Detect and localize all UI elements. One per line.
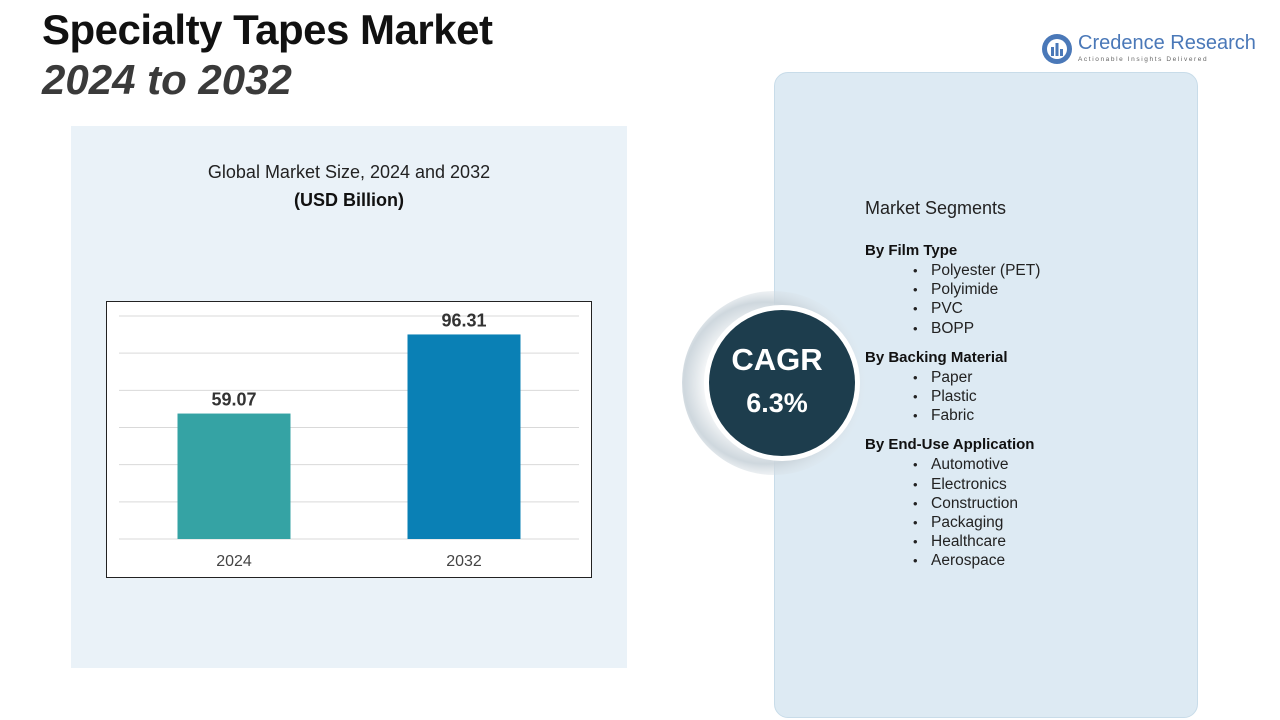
segment-item: Paper [913,368,1185,387]
segment-group: By End-Use ApplicationAutomotiveElectron… [865,435,1185,570]
segments-heading: Market Segments [865,198,1007,218]
segment-group: By Backing Material PaperPlasticFabric [865,348,1185,426]
bar-chart: 59.07 2024 96.31 2032 [119,310,579,570]
x-tick-label: 2032 [446,553,482,570]
logo[interactable]: Credence Research Actionable Insights De… [1040,30,1260,70]
chart-panel: Global Market Size, 2024 and 2032 (USD B… [71,126,627,668]
segment-group-title: By Film Type [865,242,958,259]
segment-item: Healthcare [913,532,1185,551]
chart-frame: 59.07 2024 96.31 2032 [106,301,592,578]
segment-item: BOPP [913,319,1185,338]
logo-tagline: Actionable Insights Delivered [1078,56,1209,63]
data-label: 59.07 [211,390,256,410]
segment-item: Automotive [913,455,1185,474]
segment-group-title: By End-Use Application [865,436,1035,454]
segments-list: By Film TypePolyester (PET)PolyimidePVCB… [865,241,1185,580]
segment-item: Polyester (PET) [913,261,1185,280]
segment-item: Aerospace [913,551,1185,570]
bar-2032 [407,334,521,539]
segment-item: Fabric [913,406,1185,425]
chart-title: Global Market Size, 2024 and 2032 [207,162,491,182]
data-label: 96.31 [441,310,486,330]
segment-item: Construction [913,494,1185,513]
x-tick-label: 2024 [216,553,252,570]
page-subtitle: 2024 to 2032 [42,56,292,103]
chart-unit: (USD Billion) [294,190,404,210]
bar-2024 [177,413,291,539]
segment-item: Electronics [913,475,1185,494]
logo-name: Credence Research [1078,32,1256,54]
segment-item: Plastic [913,387,1185,406]
cagr-value: 6.3% [746,388,808,418]
segment-group-title: By Backing Material [865,348,1008,366]
credence-logo-icon [1042,34,1072,64]
cagr-badge [682,291,866,475]
segment-item: Packaging [913,513,1185,532]
segment-group: By Film Type Polyester (PET)PolyimidePVCB… [865,241,1185,338]
cagr-label: CAGR [731,342,823,377]
segment-item: Polyimide [913,280,1185,299]
page-title: Specialty Tapes Market [42,6,493,53]
cagr-circle [709,310,855,456]
segment-item: PVC [913,299,1185,318]
